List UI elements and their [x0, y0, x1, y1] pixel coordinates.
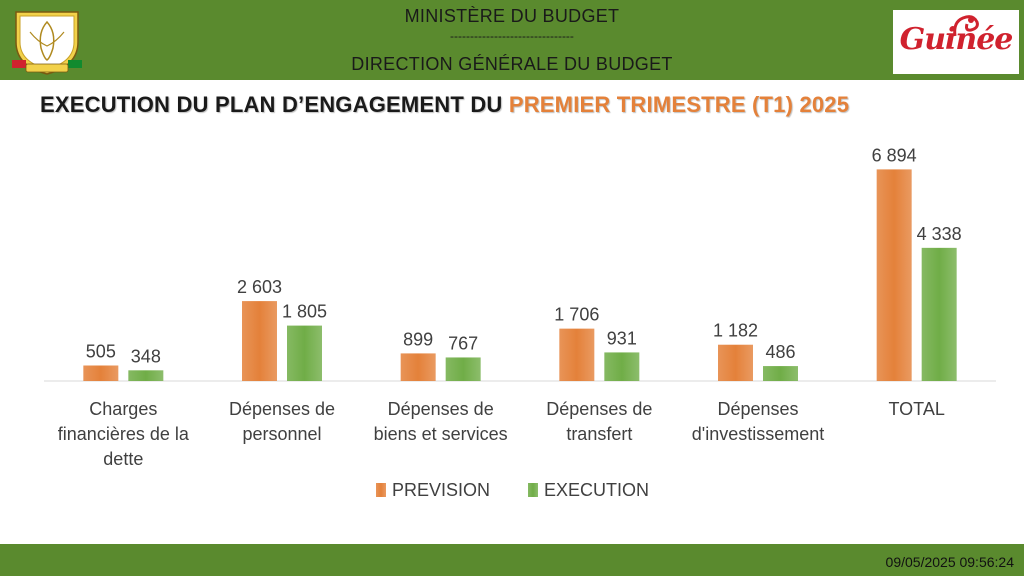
- bar-execution: [921, 247, 957, 381]
- bar-prevision: [559, 328, 595, 381]
- flag-swirl-icon: [953, 15, 979, 37]
- bar-prevision: [242, 301, 277, 381]
- bar-prevision: [83, 365, 119, 381]
- category-label: financières de la: [58, 424, 190, 444]
- category-label: d'investissement: [692, 424, 825, 444]
- bar-execution: [128, 370, 164, 381]
- data-label: 4 338: [917, 224, 962, 244]
- data-label: 899: [403, 329, 433, 349]
- data-label: 931: [607, 328, 637, 348]
- header-separator: -------------------------------: [450, 29, 574, 43]
- category-label: personnel: [242, 424, 321, 444]
- bar-execution: [763, 366, 798, 381]
- category-label: transfert: [566, 424, 632, 444]
- title-highlight: PREMIER TRIMESTRE (T1) 2025: [508, 92, 850, 117]
- category-label: Charges: [89, 399, 157, 419]
- data-label: 348: [131, 346, 161, 366]
- data-label: 1 805: [282, 302, 327, 322]
- legend-swatch-execution: [528, 483, 538, 497]
- data-label: 6 894: [872, 145, 917, 165]
- category-label: Dépenses: [717, 399, 798, 419]
- timestamp: 09/05/2025 09:56:24: [885, 554, 1014, 570]
- data-label: 1 706: [554, 305, 599, 325]
- coat-of-arms-icon: [12, 11, 82, 75]
- category-label: Dépenses de: [229, 399, 335, 419]
- data-label: 486: [765, 342, 795, 362]
- bar-chart: 505 348 Charges financières de la dette 2 603…: [44, 145, 996, 500]
- logo-text: Guinée: [899, 22, 1014, 57]
- category-label: TOTAL: [888, 399, 944, 419]
- bar-execution: [287, 325, 322, 381]
- bar-prevision: [718, 344, 753, 381]
- guinee-logo: Guinée: [893, 10, 1019, 74]
- page-title: EXECUTION DU PLAN D’ENGAGEMENT DU PREMIE…: [40, 92, 1000, 118]
- bar-execution: [445, 357, 481, 381]
- data-label: 1 182: [713, 321, 758, 341]
- data-label: 505: [86, 341, 116, 361]
- legend-label-prevision: PREVISION: [392, 480, 490, 500]
- data-label: 767: [448, 333, 478, 353]
- bar-prevision: [400, 353, 436, 381]
- bar-prevision: [876, 169, 912, 381]
- legend-label-execution: EXECUTION: [544, 480, 649, 500]
- category-label: Dépenses de: [546, 399, 652, 419]
- data-label: 2 603: [237, 277, 282, 297]
- ministry-name: MINISTÈRE DU BUDGET: [404, 6, 620, 26]
- direction-name: DIRECTION GÉNÉRALE DU BUDGET: [351, 54, 673, 74]
- footer-bar: 09/05/2025 09:56:24: [0, 544, 1024, 576]
- category-label: Dépenses de: [388, 399, 494, 419]
- header-bar: MINISTÈRE DU BUDGET --------------------…: [0, 0, 1024, 80]
- category-label: biens et services: [374, 424, 508, 444]
- category-label: dette: [103, 449, 143, 469]
- title-main: EXECUTION DU PLAN D’ENGAGEMENT DU: [40, 92, 509, 117]
- legend-swatch-prevision: [376, 483, 386, 497]
- bar-execution: [604, 352, 640, 381]
